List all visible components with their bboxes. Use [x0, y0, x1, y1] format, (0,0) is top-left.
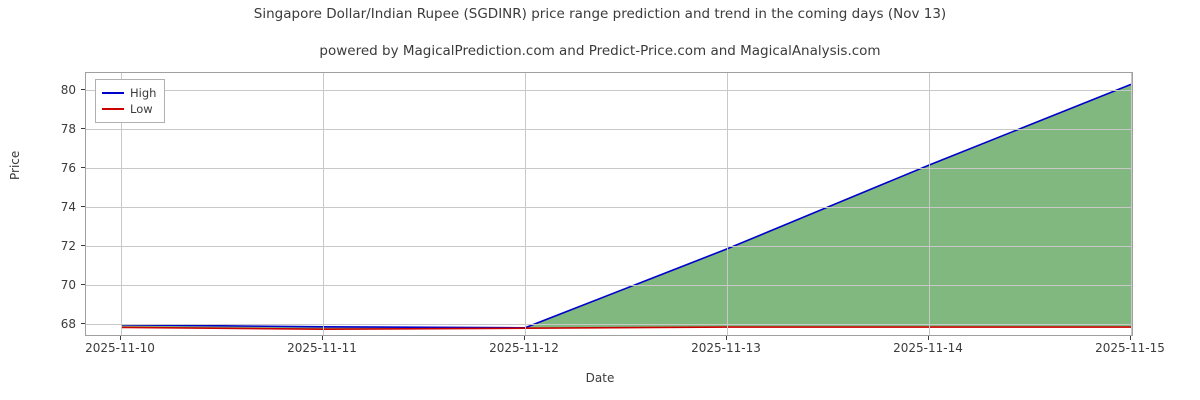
- x-tick-label: 2025-11-13: [691, 341, 761, 355]
- gridline-horizontal: [86, 246, 1132, 247]
- gridline-horizontal: [86, 90, 1132, 91]
- x-tick-mark: [120, 336, 121, 340]
- legend-item-low: Low: [102, 101, 156, 117]
- x-tick-mark: [928, 336, 929, 340]
- y-tick-label: 70: [60, 278, 76, 292]
- x-tick-label: 2025-11-15: [1095, 341, 1165, 355]
- series-plot: [120, 83, 1132, 331]
- legend-label-low: Low: [130, 101, 153, 116]
- x-tick-mark: [1130, 336, 1131, 340]
- y-tick-label: 80: [60, 83, 76, 97]
- chart-title: Singapore Dollar/Indian Rupee (SGDINR) p…: [253, 6, 947, 22]
- gridline-horizontal: [86, 285, 1132, 286]
- y-tick-label: 72: [60, 239, 76, 253]
- y-tick-label: 68: [60, 317, 76, 331]
- gridline-horizontal: [86, 207, 1132, 208]
- gridline-horizontal: [86, 324, 1132, 325]
- gridline-horizontal: [86, 129, 1132, 130]
- legend-line-high-icon: [102, 92, 124, 94]
- range-band-fill: [121, 84, 1131, 330]
- low-series-line: [120, 326, 1131, 331]
- y-tick-mark: [81, 245, 85, 246]
- y-tick-label: 76: [60, 161, 76, 175]
- x-tick-label: 2025-11-10: [85, 341, 155, 355]
- x-tick-label: 2025-11-14: [893, 341, 963, 355]
- legend-line-low-icon: [102, 108, 124, 110]
- gridline-horizontal: [86, 168, 1132, 169]
- x-tick-label: 2025-11-12: [489, 341, 559, 355]
- legend-label-high: High: [130, 85, 157, 100]
- y-tick-label: 78: [60, 122, 76, 136]
- high-series-line: [120, 83, 1132, 329]
- chart-subtitle: powered by MagicalPrediction.com and Pre…: [319, 43, 881, 59]
- plot-area: [85, 72, 1133, 336]
- y-tick-label: 74: [60, 200, 76, 214]
- gridline-vertical: [1131, 73, 1132, 335]
- x-tick-label: 2025-11-11: [287, 341, 357, 355]
- x-tick-mark: [322, 336, 323, 340]
- x-tick-mark: [726, 336, 727, 340]
- y-tick-mark: [81, 89, 85, 90]
- y-tick-mark: [81, 128, 85, 129]
- gridline-vertical: [929, 73, 930, 335]
- y-tick-mark: [81, 284, 85, 285]
- y-tick-mark: [81, 167, 85, 168]
- gridline-vertical: [323, 73, 324, 335]
- legend-item-high: High: [102, 85, 156, 101]
- y-tick-mark: [81, 206, 85, 207]
- y-tick-mark: [81, 323, 85, 324]
- y-axis-label: Price: [8, 150, 22, 180]
- x-axis-label: Date: [585, 371, 615, 385]
- gridline-vertical: [121, 73, 122, 335]
- gridline-vertical: [727, 73, 728, 335]
- gridline-vertical: [525, 73, 526, 335]
- x-tick-mark: [524, 336, 525, 340]
- legend: High Low: [95, 79, 166, 123]
